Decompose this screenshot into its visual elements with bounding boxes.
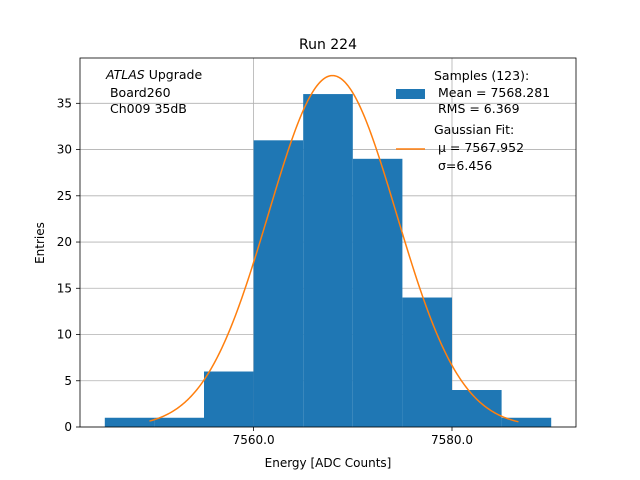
y-tick-label: 15 [57,281,72,295]
x-axis-label: Energy [ADC Counts] [265,456,392,470]
y-axis-ticks: 0 5 10 15 20 25 30 35 [57,96,80,434]
y-tick-label: 30 [57,143,72,157]
atlas-annotation: ATLAS Upgrade Board260 Ch009 35dB [105,67,202,116]
plot-frame [79,57,577,428]
legend-fit-title: Gaussian Fit: [434,122,514,137]
legend-samples-rms: RMS = 6.369 [434,101,520,116]
y-tick-label: 35 [57,96,72,110]
histogram-bar [154,417,204,427]
y-axis-label: Entries [33,222,47,264]
gaussian-fit-curve [149,74,519,423]
histogram-bar [452,390,502,427]
annotation-channel: Ch009 35dB [106,101,187,116]
x-axis-ticks: 7560.0 7580.0 [233,427,473,447]
histogram-bar [501,417,552,427]
legend-fit-sigma: σ=6.456 [438,158,492,173]
histogram-bar [402,297,452,427]
annotation-line-1: ATLAS Upgrade [105,67,202,82]
y-tick-label: 0 [64,420,72,434]
x-tick-label: 7560.0 [233,433,275,447]
legend-fit-mu: μ = 7567.952 [438,140,524,155]
histogram-bar [303,94,353,427]
y-tick-label: 10 [57,328,72,342]
y-tick-label: 5 [64,374,72,388]
chart-title: Run 224 [299,37,357,53]
annotation-board: Board260 [106,85,171,100]
x-tick-label: 7580.0 [431,433,473,447]
histogram-bar [104,417,155,427]
legend: Samples (123): Mean = 7568.281 RMS = 6.3… [396,68,550,173]
legend-samples-mean: Mean = 7568.281 [434,85,550,100]
histogram-bar [204,371,254,427]
legend-histogram-swatch [396,89,425,99]
histogram-bar [352,158,403,427]
histogram-bar [253,140,304,427]
y-tick-label: 20 [57,235,72,249]
y-tick-label: 25 [57,189,72,203]
legend-samples-title: Samples (123): [434,68,529,83]
annotation-upgrade: Upgrade [145,67,203,82]
annotation-atlas: ATLAS [105,67,145,82]
